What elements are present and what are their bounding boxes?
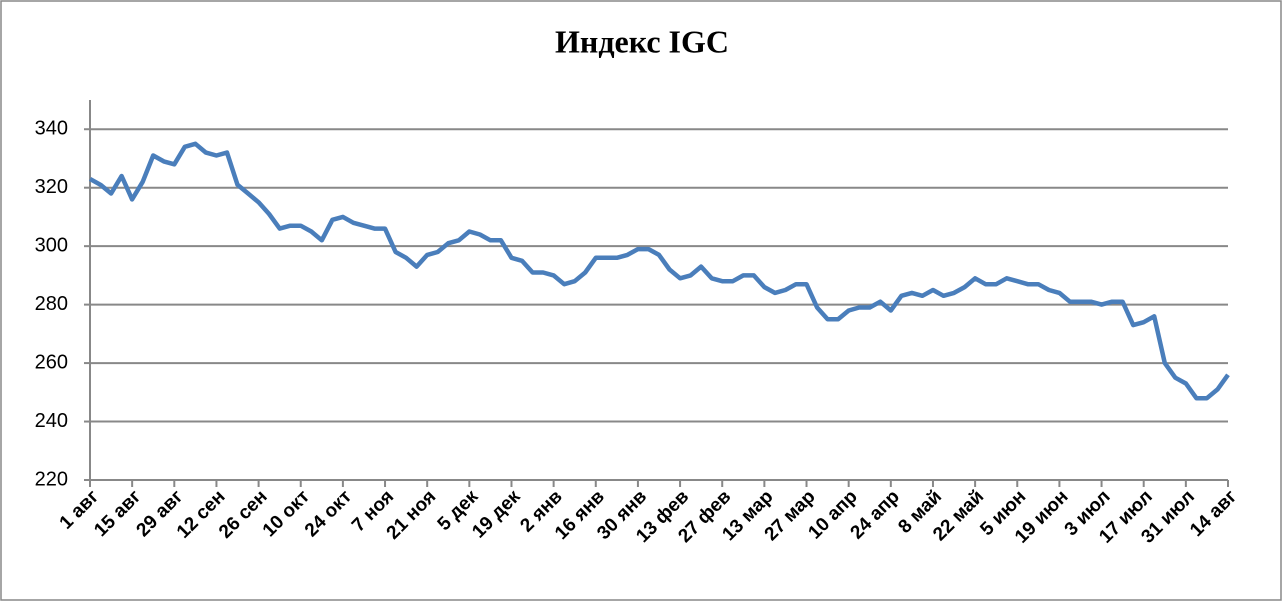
data-line — [88, 141, 1230, 401]
y-tick-label: 240 — [35, 410, 68, 432]
y-tick-label: 280 — [35, 293, 68, 315]
chart-title: Индекс IGC — [555, 23, 729, 59]
y-tick-label: 220 — [35, 468, 68, 490]
y-tick-label: 300 — [35, 234, 68, 256]
y-tick-label: 340 — [35, 118, 68, 140]
y-tick-label: 320 — [35, 176, 68, 198]
y-tick-label: 260 — [35, 351, 68, 373]
